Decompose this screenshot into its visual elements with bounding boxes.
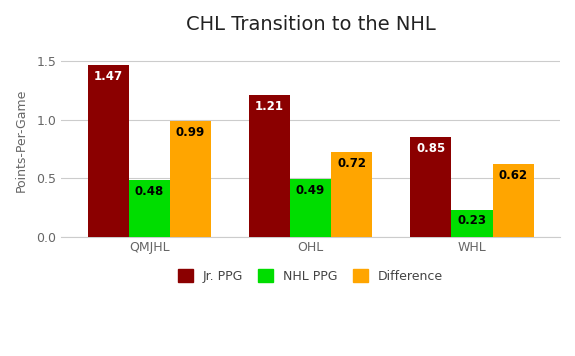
Y-axis label: Points-Per-Game: Points-Per-Game bbox=[15, 89, 28, 192]
Title: CHL Transition to the NHL: CHL Transition to the NHL bbox=[186, 15, 435, 34]
Text: 0.72: 0.72 bbox=[337, 157, 366, 170]
Text: 0.48: 0.48 bbox=[135, 185, 164, 198]
Bar bbox=[249, 95, 290, 236]
Text: 1.47: 1.47 bbox=[94, 69, 122, 83]
Bar bbox=[87, 65, 129, 236]
Text: 0.49: 0.49 bbox=[296, 184, 325, 197]
Bar bbox=[129, 180, 170, 236]
Bar bbox=[451, 210, 493, 236]
Bar bbox=[493, 164, 534, 236]
Bar bbox=[331, 152, 372, 236]
Bar bbox=[170, 121, 211, 236]
Bar bbox=[290, 179, 331, 236]
Text: 1.21: 1.21 bbox=[255, 100, 284, 113]
Text: 0.85: 0.85 bbox=[416, 142, 446, 155]
Text: 0.23: 0.23 bbox=[458, 214, 486, 227]
Text: 0.62: 0.62 bbox=[499, 169, 528, 182]
Bar bbox=[411, 137, 451, 236]
Text: 0.99: 0.99 bbox=[176, 126, 205, 138]
Legend: Jr. PPG, NHL PPG, Difference: Jr. PPG, NHL PPG, Difference bbox=[173, 265, 448, 288]
